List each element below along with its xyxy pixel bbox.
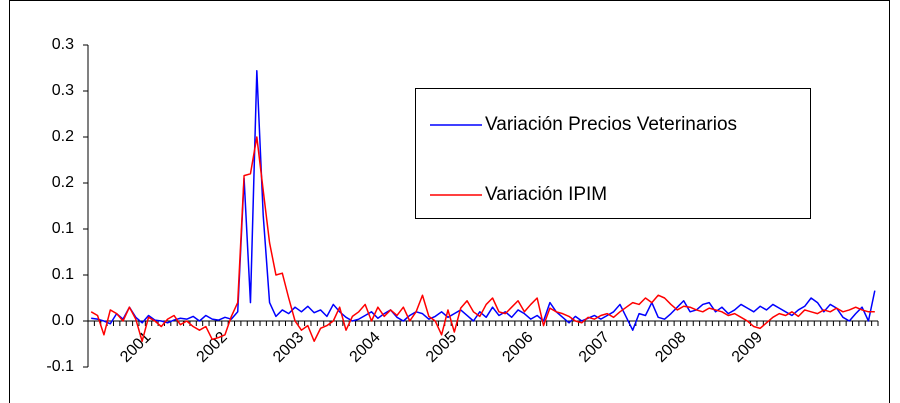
- y-tick-label: 0.1: [52, 266, 74, 283]
- y-tick-label: 0.1: [52, 220, 74, 237]
- y-tick-label: 0.0: [52, 312, 74, 329]
- legend-label: Variación IPIM: [485, 184, 607, 205]
- legend-label: Variación Precios Veterinarios: [485, 114, 737, 135]
- y-tick-label: 0.3: [52, 82, 74, 99]
- legend-box: [415, 88, 811, 219]
- series-line: [91, 70, 876, 331]
- y-tick-label: 0.2: [52, 174, 74, 191]
- y-tick-label: 0.2: [52, 128, 74, 145]
- series-line: [90, 136, 875, 342]
- y-tick-label: -0.1: [46, 358, 74, 375]
- y-tick-label: 0.3: [52, 36, 74, 53]
